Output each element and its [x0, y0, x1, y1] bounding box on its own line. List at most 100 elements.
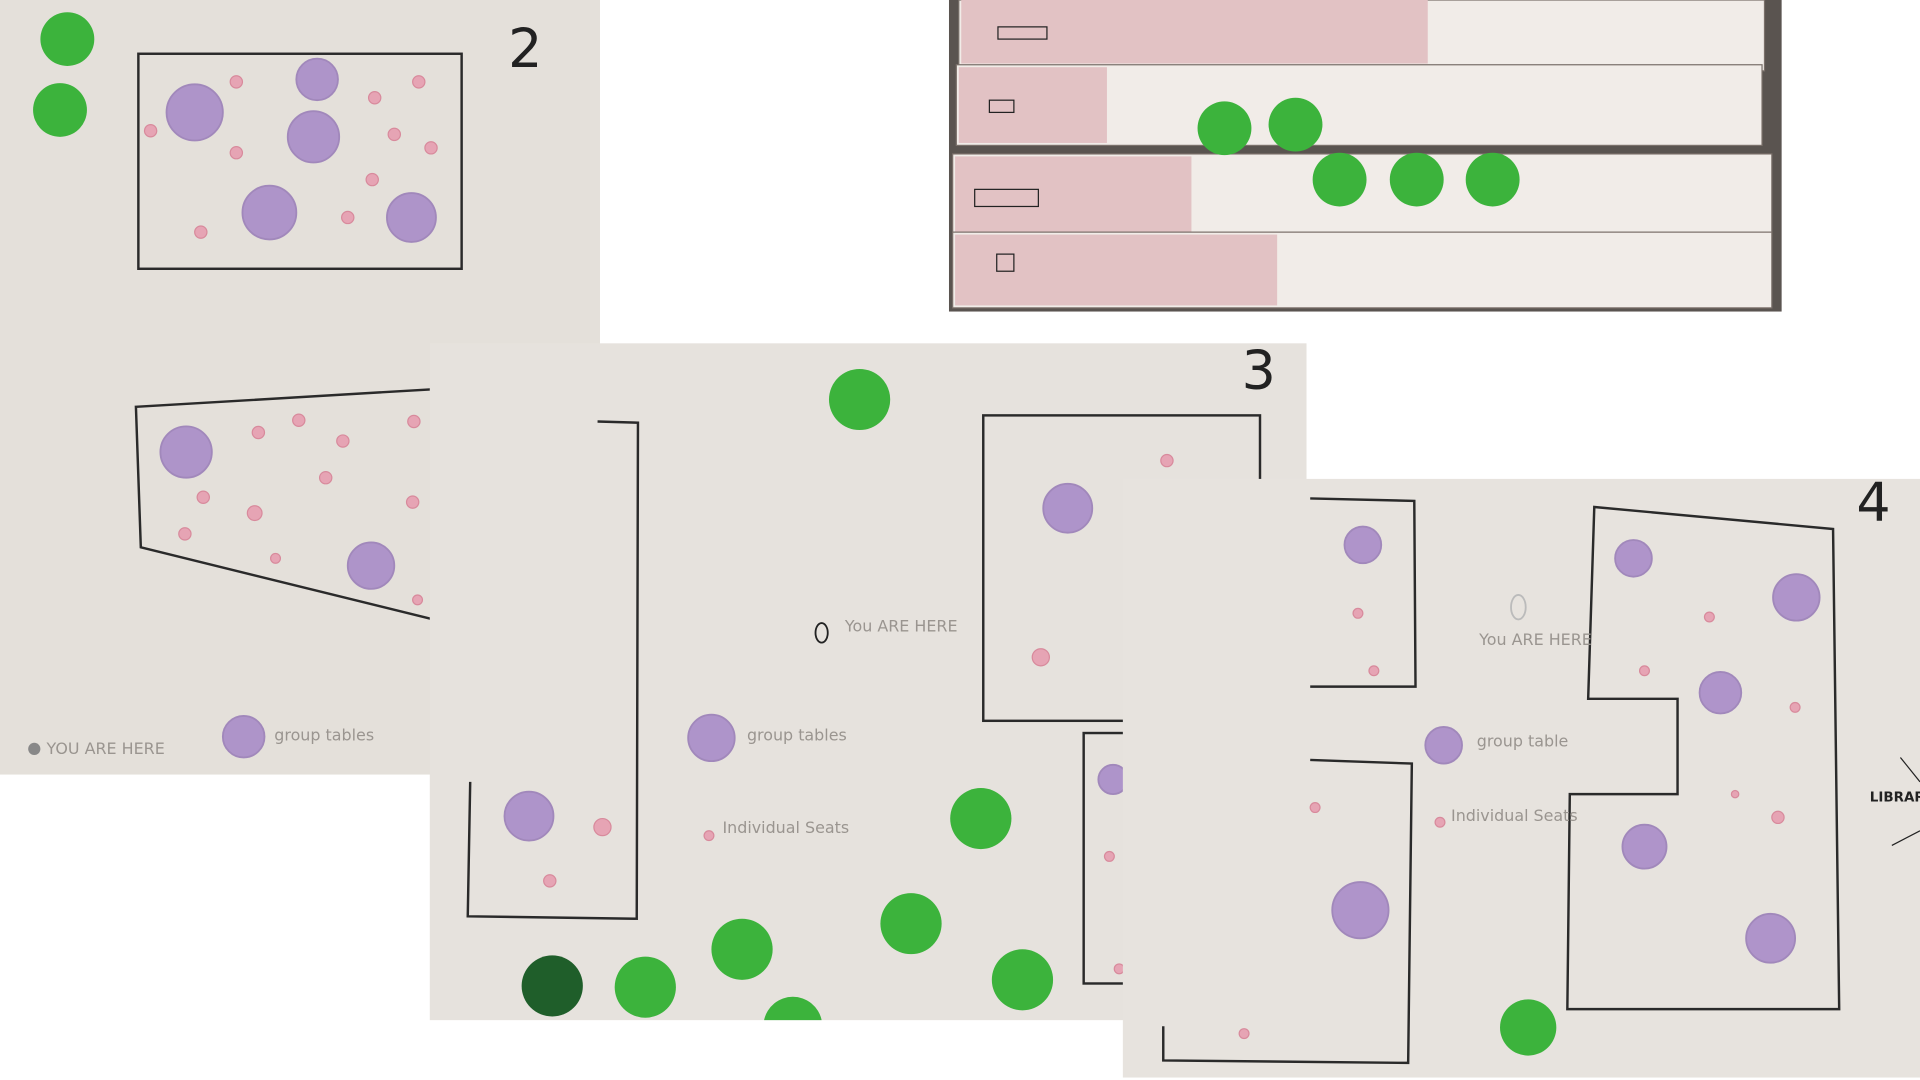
seat	[292, 413, 306, 427]
legend-you-are-here: You ARE HERE	[1478, 630, 1592, 649]
group-table	[386, 192, 437, 243]
legend-you-are-here: YOU ARE HERE	[46, 739, 165, 758]
legend-group-icon	[687, 713, 736, 763]
panel-4: 4 You ARE HERE group table Individual Se…	[1122, 471, 1920, 1078]
sticker	[1312, 152, 1367, 207]
seat	[318, 470, 333, 485]
seat	[1031, 648, 1050, 667]
group-table	[346, 541, 396, 590]
group-table	[1331, 881, 1390, 940]
group-table	[503, 790, 555, 842]
group-table	[1745, 912, 1797, 964]
seat	[270, 552, 282, 564]
seat	[246, 505, 263, 522]
seat	[387, 127, 402, 142]
legend-individual: Individual Seats	[1451, 806, 1578, 825]
strip-shade	[961, 0, 1428, 64]
seat	[336, 434, 350, 448]
seat	[412, 594, 424, 606]
sticker	[40, 12, 95, 66]
seat	[593, 817, 612, 837]
seat	[1103, 850, 1115, 862]
seat	[1368, 665, 1380, 677]
seat	[1113, 963, 1125, 975]
paper	[1122, 478, 1920, 1078]
seat	[1789, 701, 1801, 713]
sticker	[991, 949, 1054, 1011]
room	[137, 52, 463, 271]
seat	[1638, 665, 1651, 677]
sticker	[1500, 999, 1557, 1056]
seat	[543, 874, 557, 888]
sticker	[711, 918, 773, 980]
group-table	[1042, 482, 1094, 534]
strip-shade	[955, 156, 1192, 233]
group-table	[1343, 525, 1383, 565]
room	[1566, 505, 1841, 1011]
table-sketch	[997, 26, 1048, 40]
strips-photo	[948, 0, 1782, 312]
legend-seat-icon	[1434, 816, 1446, 828]
panel-number: 2	[508, 17, 542, 80]
strip-shade	[955, 234, 1278, 306]
legend-you-are-here: You ARE HERE	[844, 617, 958, 636]
seat	[1730, 789, 1740, 799]
sticker	[1465, 152, 1520, 207]
seat	[251, 425, 266, 440]
group-table	[1614, 539, 1653, 578]
seat	[229, 75, 244, 89]
group-table	[165, 83, 224, 142]
arrow	[1891, 830, 1920, 846]
legend-seat-icon	[703, 830, 715, 842]
legend-you-icon	[28, 742, 41, 756]
legend-group-icon	[221, 715, 266, 759]
table-sketch	[974, 188, 1039, 208]
sticker	[828, 368, 891, 431]
strip-shade	[958, 67, 1107, 143]
chair-sketch	[996, 253, 1015, 272]
panel-number: 4	[1856, 471, 1890, 534]
legend-group: group tables	[274, 725, 374, 744]
room	[1162, 758, 1414, 1065]
group-table	[1621, 823, 1668, 870]
seat	[196, 490, 210, 504]
sticker	[950, 788, 1012, 850]
seat	[229, 145, 244, 160]
legend-individual: Individual Seats	[722, 818, 849, 837]
sticker	[521, 955, 583, 1017]
sticker	[614, 956, 676, 1018]
arrow	[1899, 757, 1920, 783]
seat	[1703, 611, 1715, 623]
room	[1310, 497, 1417, 688]
panel-number: 3	[1242, 339, 1276, 402]
seat	[407, 414, 421, 429]
seat	[341, 210, 355, 225]
legend-group-icon	[1424, 726, 1463, 765]
seat	[412, 75, 426, 89]
group-table	[159, 425, 213, 479]
sticker	[764, 996, 822, 1021]
group-table	[1772, 573, 1821, 622]
sticker	[33, 83, 87, 137]
seat	[424, 141, 438, 155]
seat	[194, 225, 208, 239]
seat	[1160, 453, 1174, 468]
you-are-here-marker	[1510, 594, 1527, 621]
group-table	[1698, 671, 1743, 715]
seat	[143, 124, 158, 138]
seat	[178, 527, 192, 541]
seat	[1238, 1028, 1250, 1040]
sticker	[1197, 101, 1252, 156]
seat	[1352, 607, 1364, 619]
seat	[1309, 802, 1321, 814]
library-sign: LIBRARY	[1870, 790, 1920, 805]
chair-sketch	[988, 99, 1015, 114]
sticker	[880, 893, 942, 955]
group-table	[295, 57, 339, 102]
group-table	[286, 110, 341, 164]
seat	[365, 172, 379, 187]
legend-group: group table	[1477, 731, 1569, 750]
group-table	[241, 184, 298, 241]
